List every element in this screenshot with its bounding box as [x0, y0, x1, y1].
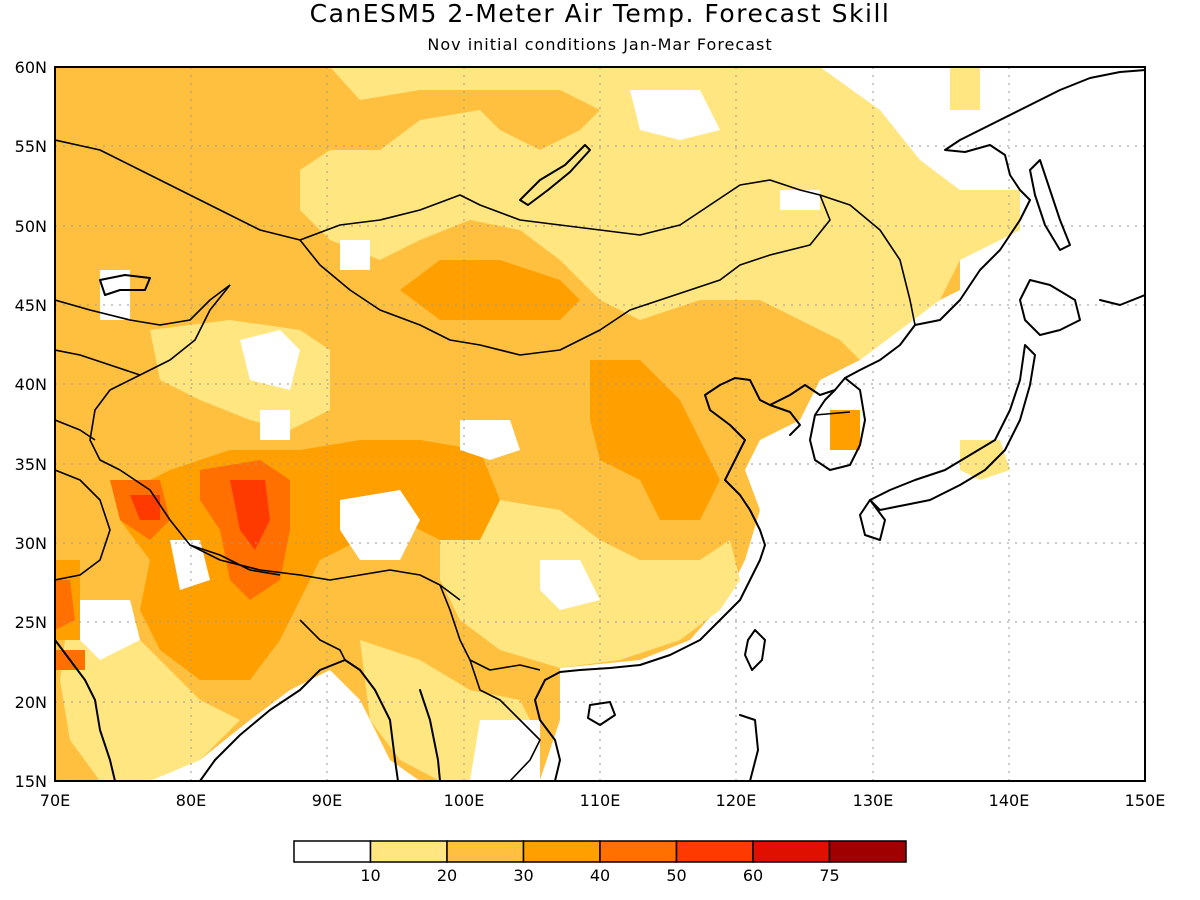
luzon-coastline	[739, 714, 759, 781]
skill-band-10-20-japan	[960, 440, 1010, 480]
lon-tick-label: 150E	[1125, 791, 1166, 810]
skill-band-30-40-east-china	[590, 360, 720, 520]
lon-tick-label: 110E	[580, 791, 621, 810]
lon-tick-label: 120E	[716, 791, 757, 810]
colorbar-label: 40	[590, 866, 610, 885]
lat-tick-label: 35N	[15, 455, 47, 474]
afghan-pak-border	[55, 419, 111, 581]
colorbar-swatch	[752, 840, 831, 863]
indochina-coastline	[419, 689, 441, 781]
skill-field-layer	[55, 67, 1020, 781]
bohai-coast	[769, 404, 801, 436]
hainan-coastline	[587, 701, 616, 726]
low-skill-patch-11	[170, 540, 210, 590]
colorbar-swatch	[675, 840, 754, 863]
colorbar-label: 60	[743, 866, 763, 885]
korea-coastline	[809, 377, 866, 471]
skill-band-50-60-kashmir	[130, 495, 160, 520]
colorbar-swatch	[369, 840, 448, 863]
coastlines	[55, 69, 1145, 781]
himalaya-border	[119, 469, 461, 601]
skill-band-10-20-north	[300, 67, 1020, 360]
sakhalin-coastline	[1029, 159, 1071, 251]
mongolia-border	[299, 179, 831, 356]
india-bangladesh-border	[299, 619, 346, 661]
skill-band-50-60-tibet	[230, 480, 270, 550]
central-asia-border	[55, 284, 231, 326]
low-skill-patch-5	[540, 560, 600, 610]
low-skill-patch-12	[470, 720, 540, 781]
lat-tick-label: 40N	[15, 375, 47, 394]
colorbar-label: 10	[360, 866, 380, 885]
plot-frame	[54, 66, 1146, 782]
low-skill-patch-4	[260, 410, 290, 440]
south-asia-coastline	[55, 639, 116, 781]
lat-tick-label: 45N	[15, 296, 47, 315]
colorbar-label: 50	[666, 866, 686, 885]
colorbar-swatch	[828, 840, 907, 863]
latitude-axis: 60N 55N 50N 45N 40N 35N 30N 25N 20N 15N	[15, 58, 47, 791]
lon-tick-label: 140E	[989, 791, 1030, 810]
kazakhstan-border	[55, 139, 301, 241]
colorbar-swatch	[522, 840, 601, 863]
korea-dmz	[814, 411, 851, 416]
russia-china-border	[819, 194, 916, 326]
kamchatka-coastline	[1099, 294, 1145, 306]
map-plot-area	[55, 67, 1145, 781]
lon-tick-label: 130E	[853, 791, 894, 810]
colorbar-label: 20	[437, 866, 457, 885]
lat-tick-label: 50N	[15, 217, 47, 236]
colorbar-label: 30	[513, 866, 533, 885]
lake-balkhash	[99, 274, 151, 296]
colorbar: 10 20 30 40 50 60 75	[293, 840, 907, 885]
low-skill-patch-6	[630, 90, 720, 140]
low-skill-patch-10	[80, 600, 140, 660]
nepal-border	[189, 544, 281, 576]
figure-title: CanESM5 2-Meter Air Temp. Forecast Skill	[310, 0, 891, 28]
lake-baikal	[519, 144, 591, 206]
lat-tick-label: 30N	[15, 534, 47, 553]
taiwan-coastline	[744, 629, 766, 671]
indochina-borders	[469, 659, 541, 781]
low-skill-patch-2	[460, 420, 520, 460]
lon-tick-label: 90E	[312, 791, 342, 810]
lon-tick-label: 80E	[176, 791, 206, 810]
lat-tick-label: 20N	[15, 693, 47, 712]
lon-tick-label: 100E	[444, 791, 485, 810]
colorbar-swatch	[293, 840, 372, 863]
japan-honshu-coastline	[869, 344, 1036, 511]
lat-tick-label: 60N	[15, 58, 47, 77]
bay-of-bengal-coastline	[199, 659, 399, 781]
skill-band-30-40-korea	[830, 410, 860, 450]
skill-band-10-20-far-east	[950, 67, 980, 110]
lat-tick-label: 55N	[15, 137, 47, 156]
lat-tick-label: 25N	[15, 613, 47, 632]
lat-tick-label: 15N	[15, 772, 47, 791]
japan-hokkaido-coastline	[1019, 279, 1081, 336]
longitude-axis: 70E 80E 90E 100E 110E 120E 130E 140E 150…	[40, 791, 1166, 810]
low-skill-patch-7	[780, 190, 820, 210]
colorbar-label: 75	[819, 866, 839, 885]
lon-tick-label: 70E	[40, 791, 70, 810]
japan-kyushu-coastline	[859, 499, 886, 541]
figure-subtitle: Nov initial conditions Jan-Mar Forecast	[427, 35, 772, 54]
grid-lines	[55, 67, 1145, 781]
low-skill-patch-9	[340, 240, 370, 270]
colorbar-swatch	[599, 840, 678, 863]
country-borders	[55, 139, 916, 781]
low-skill-patch-1	[240, 330, 300, 390]
east-asia-coastline	[534, 69, 1145, 781]
central-asia-inner	[55, 349, 141, 376]
colorbar-swatch	[446, 840, 525, 863]
low-skill-patch-8	[100, 270, 130, 320]
skill-band-40-50-west-edge	[55, 580, 75, 630]
china-west-border	[89, 284, 231, 471]
